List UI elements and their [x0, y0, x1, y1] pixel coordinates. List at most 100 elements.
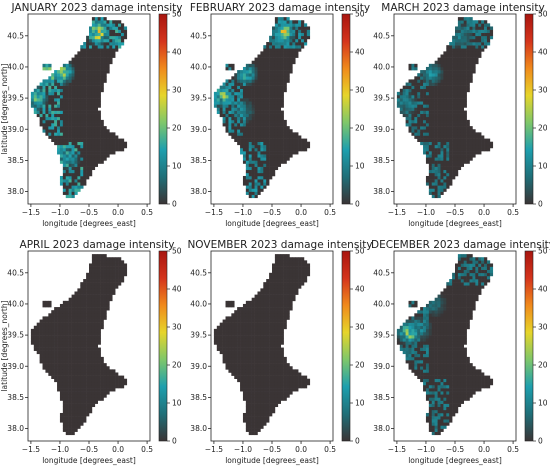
- heatmap-cell: [266, 279, 270, 283]
- heatmap-cell: [283, 366, 287, 370]
- heatmap-cell: [457, 160, 462, 164]
- heatmap-cell: [83, 91, 87, 96]
- heatmap-cell: [274, 54, 279, 58]
- heatmap-cell: [77, 419, 81, 423]
- heatmap-cell: [89, 166, 93, 171]
- heatmap-cell: [254, 101, 258, 105]
- heatmap-cell: [97, 328, 101, 333]
- heatmap-cell: [469, 35, 473, 40]
- heatmap-cell: [97, 338, 101, 342]
- heatmap-cell: [57, 98, 61, 102]
- heatmap-cell: [231, 341, 235, 345]
- heatmap-cell: [272, 381, 276, 386]
- heatmap-cell: [80, 119, 84, 124]
- heatmap-cell: [115, 20, 119, 24]
- heatmap-cell: [103, 372, 107, 376]
- heatmap-cell: [109, 378, 113, 383]
- heatmap-cell: [428, 160, 433, 164]
- heatmap-cell: [103, 66, 107, 71]
- heatmap-cell: [286, 272, 290, 277]
- heatmap-cell: [452, 172, 456, 177]
- heatmap-cell: [460, 48, 465, 52]
- heatmap-cell: [292, 288, 296, 292]
- heatmap-cell: [263, 353, 267, 358]
- heatmap-cell: [434, 73, 438, 77]
- heatmap-cell: [263, 360, 267, 364]
- heatmap-cell: [402, 91, 406, 96]
- heatmap-cell: [68, 344, 72, 348]
- heatmap-cell: [460, 38, 465, 43]
- heatmap-cell: [274, 360, 279, 364]
- heatmap-cell: [86, 147, 90, 152]
- heatmap-cell: [59, 391, 64, 395]
- heatmap-cell: [83, 294, 87, 299]
- heatmap-cell: [245, 107, 250, 111]
- heatmap-cell: [77, 166, 81, 171]
- heatmap-cell: [248, 191, 252, 195]
- heatmap-cell: [77, 353, 81, 358]
- heatmap-cell: [452, 160, 456, 164]
- heatmap-cell: [94, 126, 99, 130]
- heatmap-cell: [266, 48, 270, 52]
- heatmap-cell: [277, 347, 282, 351]
- heatmap-cell: [289, 279, 293, 283]
- heatmap-cell: [109, 32, 113, 37]
- heatmap-cell: [106, 138, 110, 142]
- heatmap-cell: [434, 70, 438, 74]
- heatmap-cell: [51, 335, 55, 339]
- heatmap-cell: [274, 350, 279, 355]
- heatmap-cell: [272, 331, 276, 336]
- heatmap-cell: [475, 147, 479, 152]
- heatmap-cell: [103, 303, 107, 308]
- heatmap-cell: [74, 113, 78, 118]
- heatmap-cell: [245, 119, 250, 124]
- heatmap-cell: [225, 344, 229, 348]
- heatmap-cell: [74, 129, 78, 133]
- heatmap-cell: [222, 325, 226, 330]
- heatmap-cell: [94, 104, 99, 108]
- heatmap-cell: [434, 182, 438, 186]
- heatmap-cell: [245, 419, 250, 423]
- heatmap-cell: [263, 356, 267, 361]
- heatmap-cell: [115, 378, 119, 383]
- heatmap-cell: [39, 101, 43, 105]
- heatmap-cell: [292, 282, 296, 286]
- heatmap-cell: [62, 325, 67, 330]
- heatmap-cell: [123, 263, 128, 267]
- heatmap-cell: [89, 319, 93, 323]
- heatmap-cell: [225, 98, 229, 102]
- heatmap-cell: [80, 331, 84, 336]
- heatmap-cell: [240, 104, 244, 108]
- heatmap-cell: [59, 154, 64, 158]
- heatmap-cell: [77, 144, 81, 149]
- heatmap-cell: [405, 123, 409, 127]
- heatmap-cell: [457, 132, 462, 136]
- heatmap-cell: [457, 163, 462, 167]
- heatmap-cell: [452, 151, 456, 155]
- heatmap-cell: [97, 85, 101, 90]
- heatmap-cell: [62, 160, 67, 164]
- heatmap-cell: [245, 344, 250, 348]
- heatmap-cell: [452, 38, 456, 43]
- heatmap-cell: [59, 147, 64, 152]
- heatmap-cell: [292, 29, 296, 33]
- heatmap-cell: [86, 151, 90, 155]
- heatmap-cell: [423, 73, 427, 77]
- heatmap-cell: [106, 20, 110, 24]
- heatmap-cell: [443, 104, 447, 108]
- heatmap-cell: [289, 257, 293, 261]
- heatmap-cell: [237, 363, 241, 367]
- heatmap-cell: [251, 63, 255, 68]
- heatmap-cell: [414, 79, 418, 83]
- heatmap-cell: [237, 307, 241, 311]
- heatmap-cell: [103, 378, 107, 383]
- heatmap-cell: [457, 20, 462, 24]
- heatmap-cell: [89, 79, 93, 83]
- heatmap-cell: [257, 82, 261, 86]
- heatmap-cell: [455, 57, 459, 62]
- heatmap-cell: [486, 26, 491, 30]
- heatmap-cell: [446, 126, 450, 130]
- heatmap-cell: [89, 129, 93, 133]
- heatmap-cell: [272, 104, 276, 108]
- heatmap-cell: [103, 263, 107, 267]
